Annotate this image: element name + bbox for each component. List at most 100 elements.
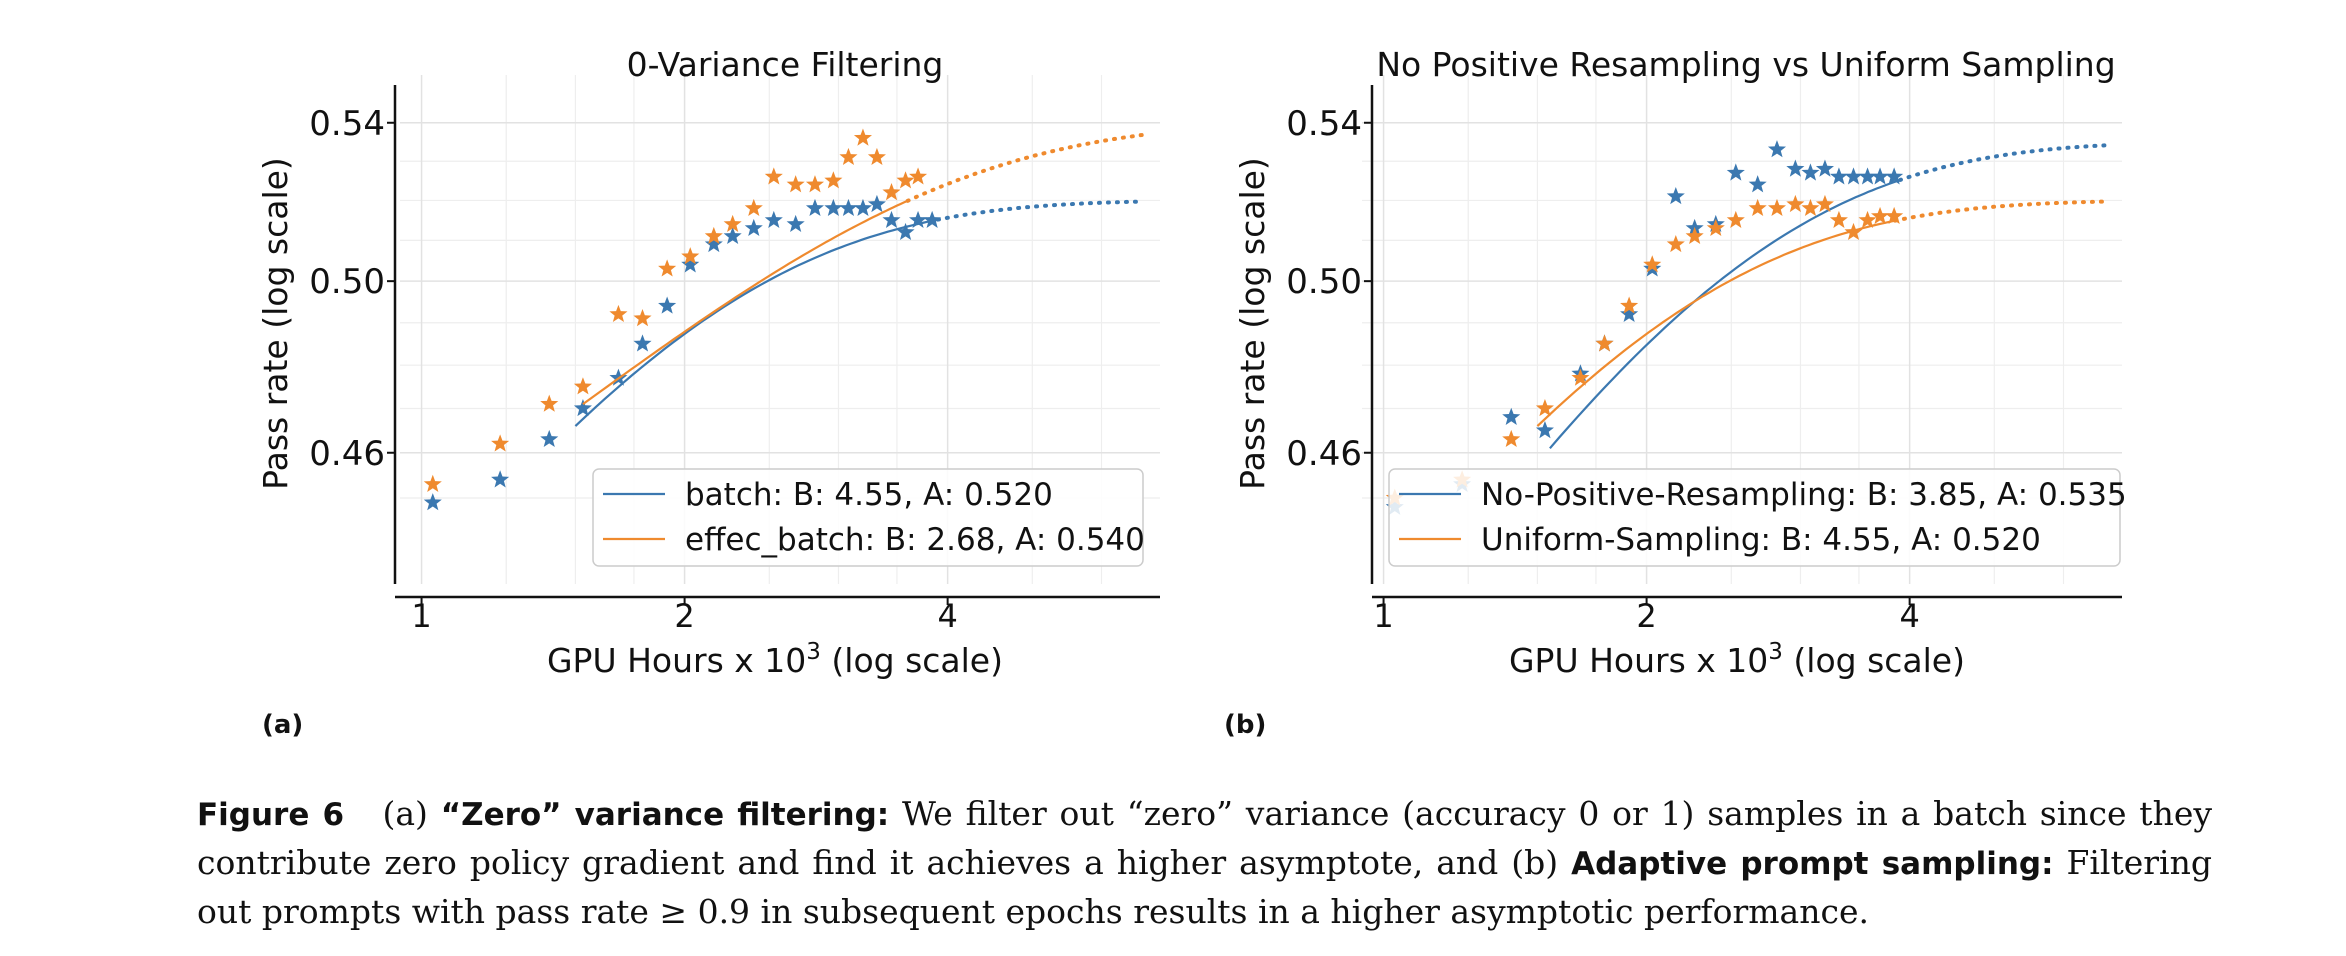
data-point <box>867 147 886 166</box>
data-point <box>824 198 843 217</box>
data-point <box>1502 407 1521 425</box>
series-Uniform-Sampling <box>1385 194 2108 506</box>
data-point <box>882 183 901 201</box>
data-point <box>1767 198 1787 217</box>
data-point <box>1643 255 1662 273</box>
data-point <box>896 171 915 189</box>
caption-part-a-text: We filter out “zero” variance (accuracy … <box>197 794 2212 882</box>
x-tick-label: 2 <box>674 597 694 635</box>
data-point <box>839 198 858 217</box>
data-point <box>1871 167 1890 185</box>
data-point <box>1620 296 1639 314</box>
data-point <box>1535 398 1554 417</box>
caption-part-a-prefix: (a) <box>382 794 428 833</box>
y-tick-label: 0.50 <box>309 262 385 302</box>
extrapolation-line <box>936 199 1146 222</box>
data-point <box>573 398 592 417</box>
data-point <box>805 175 825 193</box>
data-point <box>805 198 825 217</box>
data-point <box>1815 159 1834 177</box>
caption-part-a-title: “Zero” variance filtering: <box>440 797 890 833</box>
data-point <box>704 226 723 245</box>
legend: batch: B: 4.55, A: 0.520 effec_batch: B: … <box>592 468 1145 567</box>
data-point <box>1502 429 1521 448</box>
chart-panel-a: 0.46 0.50 0.54 1 2 4 0-Variance Filtering GPU H… <box>256 45 1160 680</box>
data-point <box>491 470 510 488</box>
fit-line <box>1536 219 1896 427</box>
extrapolation-line <box>1893 199 2108 223</box>
y-tick-label: 0.54 <box>1286 104 1362 144</box>
data-point <box>1829 167 1848 185</box>
chart-title: 0-Variance Filtering <box>627 45 944 84</box>
data-point <box>839 147 858 166</box>
data-point <box>1885 206 1904 225</box>
data-point <box>744 198 763 217</box>
y-tick-label: 0.50 <box>1286 262 1362 302</box>
data-point <box>786 214 805 232</box>
data-point <box>1571 368 1590 386</box>
x-axis-label-exponent: 3 <box>1768 639 1783 665</box>
legend-label: Uniform-Sampling: B: 4.55, A: 0.520 <box>1481 522 2041 558</box>
data-point <box>853 198 872 217</box>
x-tick-label: 4 <box>1899 597 1919 635</box>
legend-box <box>1388 468 2121 567</box>
data-point <box>540 429 559 448</box>
data-point <box>704 234 723 253</box>
data-point <box>633 309 652 327</box>
data-point <box>658 296 677 314</box>
data-point <box>1666 186 1685 205</box>
data-point <box>1595 334 1614 352</box>
charts-canvas: 0.46 0.50 0.54 1 2 4 0-Variance Filtering GPU H… <box>256 45 2127 680</box>
x-tick-label: 1 <box>1373 597 1393 635</box>
data-point <box>723 226 742 245</box>
data-point <box>909 167 928 185</box>
chart-panel-b: 0.46 0.50 0.54 1 2 4 No Positive Resampling vs… <box>1233 45 2127 680</box>
panel-label-a: (a) <box>262 710 304 740</box>
series-batch <box>423 194 1146 511</box>
data-point <box>824 171 843 189</box>
data-point <box>1801 198 1820 217</box>
data-point <box>786 175 805 193</box>
data-point <box>1844 222 1863 241</box>
data-point <box>882 210 901 228</box>
x-axis-label-main: GPU Hours x 10 <box>1509 641 1768 680</box>
data-point <box>609 304 628 323</box>
x-tick-label: 1 <box>411 597 431 635</box>
data-point <box>1858 167 1877 185</box>
data-point <box>1871 206 1890 225</box>
data-point <box>1685 226 1704 245</box>
fit-line <box>574 218 939 427</box>
data-point <box>1666 234 1685 253</box>
data-point <box>540 394 559 412</box>
x-axis-label-suffix: (log scale) <box>1783 641 1965 680</box>
data-point <box>1786 159 1805 177</box>
data-point <box>681 255 700 273</box>
fit-line <box>582 199 909 405</box>
data-point <box>1885 167 1904 185</box>
legend-label: No-Positive-Resampling: B: 3.85, A: 0.53… <box>1481 477 2127 513</box>
y-axis-label: Pass rate (log scale) <box>256 157 295 490</box>
data-point <box>867 194 886 213</box>
legend-label: batch: B: 4.55, A: 0.520 <box>685 477 1053 513</box>
y-tick-label: 0.46 <box>1286 434 1362 474</box>
data-point <box>1815 194 1834 213</box>
x-tick-label: 4 <box>937 597 957 635</box>
data-point <box>1767 140 1787 158</box>
caption-part-b-title: Adaptive prompt sampling: <box>1571 846 2054 882</box>
figure-caption: Figure 6 (a) “Zero” variance filtering: … <box>197 790 2212 935</box>
panel-label-b: (b) <box>1224 710 1267 740</box>
data-point <box>764 210 783 228</box>
y-tick-label: 0.54 <box>309 104 385 144</box>
y-axis-label: Pass rate (log scale) <box>1233 157 1272 490</box>
data-point <box>658 259 677 277</box>
data-point <box>1726 210 1745 228</box>
x-axis-label-main: GPU Hours x 10 <box>547 641 806 680</box>
legend-box <box>592 468 1144 567</box>
data-point <box>1829 210 1848 228</box>
data-point <box>1620 304 1639 323</box>
data-point <box>723 214 742 232</box>
data-point <box>923 210 942 228</box>
data-point <box>896 222 915 241</box>
data-point <box>423 474 442 492</box>
